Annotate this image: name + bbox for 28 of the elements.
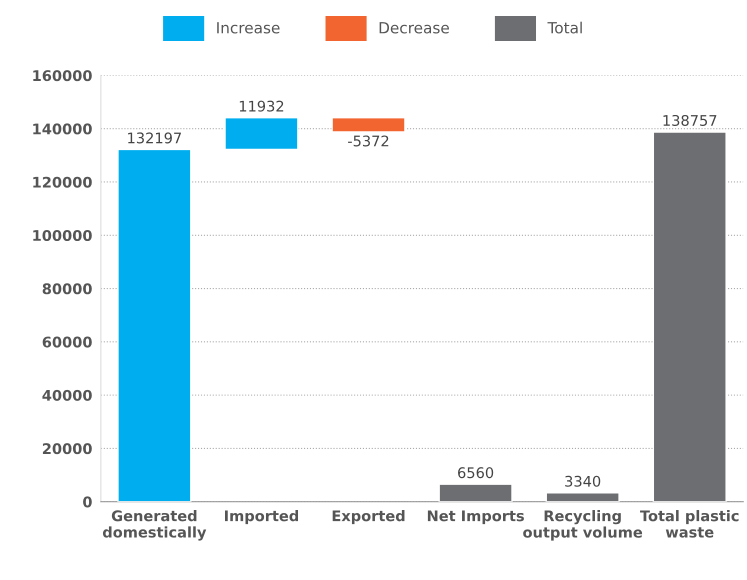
legend-label: Increase <box>217 22 280 34</box>
y-tick-label: 160000 <box>33 70 92 82</box>
x-tick-label: Imported <box>225 510 298 524</box>
y-tick-label: 140000 <box>33 123 92 134</box>
data-label: 132197 <box>128 132 181 144</box>
x-tick-label: Net Imports <box>428 510 524 524</box>
y-tick-label: 40000 <box>42 390 92 401</box>
bar <box>546 492 620 502</box>
data-label: -5372 <box>348 135 388 146</box>
bar <box>331 116 406 133</box>
data-label: 6560 <box>458 467 494 478</box>
bar <box>438 484 513 502</box>
y-tick-label: 60000 <box>42 336 92 348</box>
data-label: 138757 <box>663 114 716 126</box>
legend-label: Decrease <box>380 22 449 34</box>
legend-label: Total <box>548 22 582 34</box>
y-tick-label: 20000 <box>42 443 92 454</box>
x-tick-label: Exported <box>332 510 404 524</box>
data-label: 11932 <box>240 100 284 112</box>
y-tick-label: 100000 <box>33 230 92 242</box>
x-tick-label: Generated domestically <box>102 510 206 541</box>
y-tick-label: 120000 <box>33 176 92 188</box>
y-tick-label: 80000 <box>42 283 92 294</box>
bar <box>652 131 727 502</box>
bar <box>117 148 192 502</box>
data-label: 3340 <box>565 476 600 487</box>
y-tick-label: 0 <box>83 496 92 508</box>
bar <box>224 116 299 150</box>
